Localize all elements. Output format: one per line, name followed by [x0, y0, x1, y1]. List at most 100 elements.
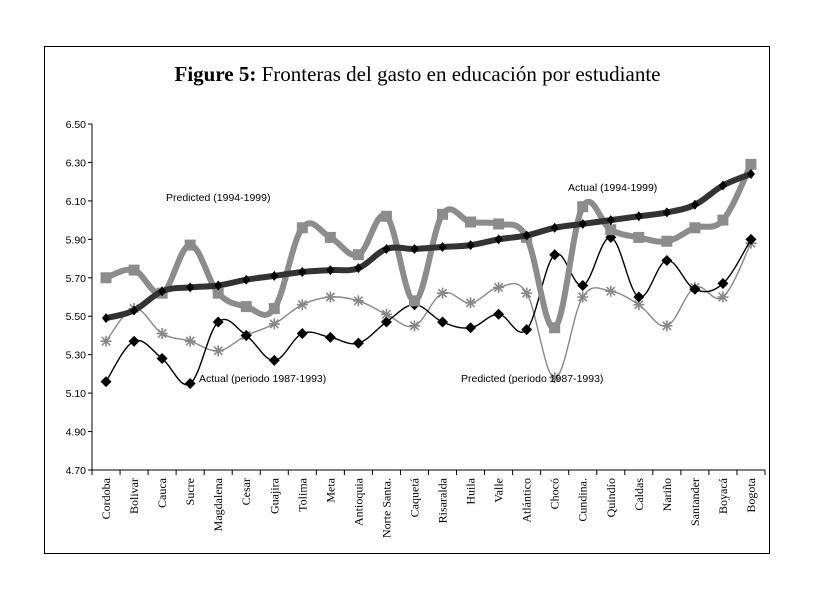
y-tick-label: 4.70	[66, 465, 87, 477]
y-tick-label: 5.50	[66, 311, 87, 323]
data-point-square	[268, 303, 280, 315]
x-tick-label: Norte Santa.	[379, 478, 393, 538]
data-point-diamond	[549, 249, 561, 261]
data-point-square	[633, 231, 645, 243]
data-point-square	[605, 224, 617, 236]
data-point-square	[437, 208, 449, 220]
x-tick-label: Sucre	[183, 478, 197, 505]
x-tick-label: Cauca	[155, 477, 169, 508]
data-point-diamond	[521, 324, 533, 336]
data-point-square	[549, 322, 561, 334]
chart-title-bold: Figure 5:	[174, 62, 257, 86]
data-point-diamond	[466, 240, 475, 251]
data-point-star	[493, 281, 505, 293]
y-tick-label: 6.50	[66, 119, 87, 131]
data-point-square	[493, 218, 505, 230]
data-point-square	[128, 264, 140, 276]
x-tick-label: Nariño	[660, 478, 674, 511]
data-point-diamond	[130, 305, 139, 316]
data-point-square	[240, 301, 252, 313]
axes: 4.70 4.90 5.10 5.30 5.50 5.70 5.90 6.10 6.30 6.50…	[66, 119, 766, 538]
x-tick-label: Huila	[464, 477, 478, 504]
data-point-diamond	[633, 291, 645, 303]
annotation-predicted-1994-1999: Predicted (1994-1999)	[166, 192, 270, 204]
data-point-square	[324, 231, 336, 243]
data-point-square	[661, 235, 673, 247]
series-actual-periodo-1987-1993	[100, 231, 757, 389]
y-tick-label: 6.30	[66, 157, 87, 169]
data-point-diamond	[128, 335, 140, 347]
x-tick-label: Boyacá	[716, 477, 730, 514]
data-point-diamond	[352, 337, 364, 349]
data-point-diamond	[494, 234, 503, 245]
data-point-star	[408, 320, 420, 332]
x-tick-label: Caldas	[632, 478, 646, 511]
x-tick-label: Valle	[492, 478, 506, 503]
data-point-diamond	[324, 331, 336, 343]
data-point-diamond	[746, 168, 755, 179]
data-point-diamond	[298, 267, 307, 278]
data-point-diamond	[689, 283, 701, 295]
data-point-diamond	[437, 316, 449, 328]
data-point-diamond	[240, 329, 252, 341]
data-point-diamond	[268, 354, 280, 366]
data-point-star	[212, 345, 224, 357]
data-point-square	[689, 222, 701, 234]
data-point-diamond	[634, 211, 643, 222]
data-point-square	[465, 216, 477, 228]
data-point-star	[633, 299, 645, 311]
x-tick-label: Guajira	[267, 477, 281, 514]
x-tick-label: Quindío	[604, 478, 618, 517]
data-point-square	[184, 239, 196, 251]
data-point-diamond	[102, 313, 111, 324]
data-point-diamond	[242, 274, 251, 285]
y-tick-label: 4.90	[66, 427, 87, 439]
data-point-diamond	[550, 222, 559, 233]
data-point-square	[577, 201, 589, 213]
data-point-square	[296, 222, 308, 234]
data-point-diamond	[606, 215, 615, 226]
x-tick-label: Santander	[688, 478, 702, 526]
x-tick-label: Cundina.	[576, 478, 590, 522]
x-tick-label: Chocó	[548, 478, 562, 509]
chart-title-text: Fronteras del gasto en educación por est…	[256, 62, 661, 86]
data-point-diamond	[326, 265, 335, 276]
data-point-diamond	[184, 378, 196, 389]
data-point-diamond	[354, 263, 363, 274]
data-point-star	[521, 287, 533, 299]
x-tick-label: Atlántico	[520, 478, 534, 523]
annotation-actual-1994-1999: Actual (1994-1999)	[568, 182, 657, 194]
annotations: Predicted (1994-1999) Actual (1994-1999)…	[166, 182, 657, 385]
data-point-star	[549, 372, 561, 384]
y-tick-label: 5.90	[66, 234, 87, 246]
data-point-square	[717, 214, 729, 226]
data-point-diamond	[410, 243, 419, 254]
data-point-diamond	[465, 322, 477, 334]
data-point-diamond	[661, 254, 673, 266]
data-point-star	[717, 291, 729, 303]
data-point-star	[100, 335, 112, 347]
y-tick-label: 5.10	[66, 388, 87, 400]
annotation-actual-periodo-1987-1993: Actual (periodo 1987-1993)	[199, 373, 326, 385]
data-point-star	[577, 291, 589, 303]
data-point-diamond	[382, 243, 391, 254]
x-tick-label: Bogota	[744, 477, 758, 512]
data-point-star	[296, 299, 308, 311]
data-point-star	[184, 335, 196, 347]
data-point-square	[352, 249, 364, 261]
x-tick-label: Magdalena	[211, 477, 225, 531]
data-point-square	[745, 158, 757, 170]
y-tick-label: 5.30	[66, 350, 87, 362]
data-point-square	[408, 295, 420, 307]
series-group	[100, 158, 757, 389]
data-point-square	[380, 210, 392, 222]
x-tick-label: Cordoba	[99, 477, 113, 519]
data-point-star	[324, 291, 336, 303]
data-point-star	[156, 328, 168, 340]
data-point-star	[437, 287, 449, 299]
x-tick-label: Risaralda	[436, 477, 450, 523]
x-tick-label: Cesar	[239, 478, 253, 505]
data-point-diamond	[270, 270, 279, 281]
x-tick-label: Caquetá	[407, 477, 421, 517]
